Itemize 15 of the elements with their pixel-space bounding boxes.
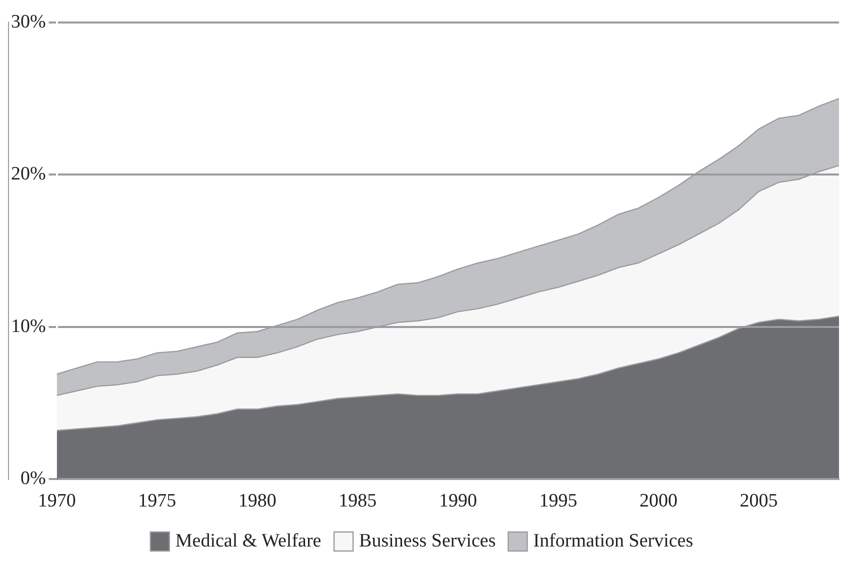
legend-label: Information Services xyxy=(533,530,694,552)
y-tick-label: 20% xyxy=(11,164,46,185)
x-tick-label: 1990 xyxy=(438,490,477,512)
x-tick-label: 1980 xyxy=(238,490,276,512)
y-tick-label: 0% xyxy=(20,468,46,490)
x-tick-label: 1985 xyxy=(338,490,377,512)
x-tick-label: 1970 xyxy=(38,490,76,512)
legend-label: Business Services xyxy=(359,530,496,552)
x-tick-label: 1975 xyxy=(138,490,176,512)
x-tick-label: 1995 xyxy=(539,490,578,512)
y-tick-label: 10% xyxy=(11,316,46,337)
y-tick-label: 30% xyxy=(11,11,46,32)
x-tick-label: 2005 xyxy=(740,490,778,512)
legend-label: Medical & Welfare xyxy=(175,530,322,552)
x-tick-label: 2000 xyxy=(640,490,678,512)
